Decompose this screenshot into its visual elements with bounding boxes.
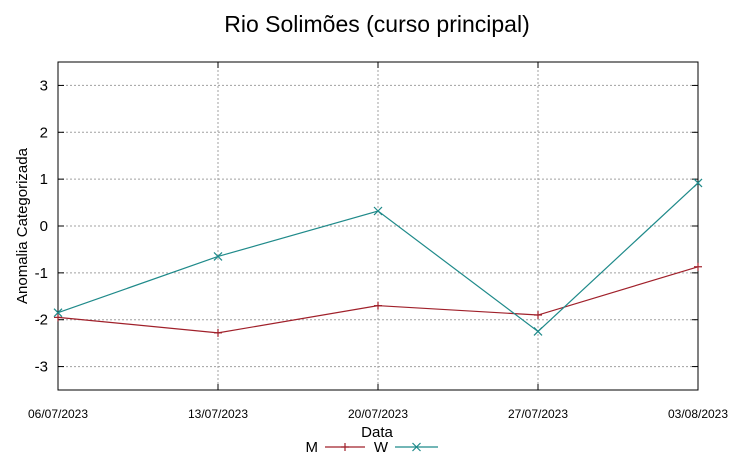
data-point bbox=[213, 252, 223, 261]
x-tick-label: 03/08/2023 bbox=[668, 407, 728, 421]
data-point bbox=[53, 308, 63, 318]
x-axis-label: Data bbox=[361, 424, 393, 441]
legend-label-w: W bbox=[374, 439, 389, 456]
cross-marker bbox=[213, 252, 223, 261]
y-tick-label: 2 bbox=[40, 124, 48, 141]
x-tick-label: 06/07/2023 bbox=[28, 407, 88, 421]
data-point bbox=[341, 443, 349, 451]
gridlines bbox=[58, 62, 698, 390]
data-point bbox=[693, 178, 703, 188]
data-point bbox=[54, 313, 62, 322]
cross-marker bbox=[693, 178, 703, 188]
legend-label-m: M bbox=[306, 439, 319, 456]
cross-marker bbox=[412, 442, 421, 452]
x-tick-label: 13/07/2023 bbox=[188, 407, 248, 421]
cross-marker bbox=[533, 327, 543, 336]
x-axis: 06/07/2023 13/07/2023 20/07/2023 27/07/2023… bbox=[28, 62, 728, 421]
cross-marker bbox=[53, 308, 63, 318]
data-point bbox=[374, 301, 382, 310]
data-point bbox=[534, 311, 542, 320]
x-tick-label: 20/07/2023 bbox=[348, 407, 408, 421]
cross-marker bbox=[373, 206, 383, 216]
series bbox=[53, 178, 703, 337]
y-tick-label: -1 bbox=[35, 265, 48, 282]
y-axis: -3 -2 -1 0 1 2 3 bbox=[35, 77, 698, 376]
data-point bbox=[214, 328, 222, 337]
data-point bbox=[694, 262, 702, 271]
data-point bbox=[533, 327, 543, 336]
y-tick-label: -3 bbox=[35, 359, 48, 376]
chart-title: Rio Solimões (curso principal) bbox=[224, 11, 530, 37]
x-tick-label: 27/07/2023 bbox=[508, 407, 568, 421]
y-tick-label: 1 bbox=[40, 171, 48, 188]
y-tick-label: -2 bbox=[35, 312, 48, 329]
y-tick-label: 3 bbox=[40, 77, 48, 94]
y-tick-label: 0 bbox=[40, 218, 48, 235]
y-axis-label: Anomalia Categorizada bbox=[14, 147, 31, 304]
data-point bbox=[412, 442, 421, 452]
data-point bbox=[373, 206, 383, 216]
